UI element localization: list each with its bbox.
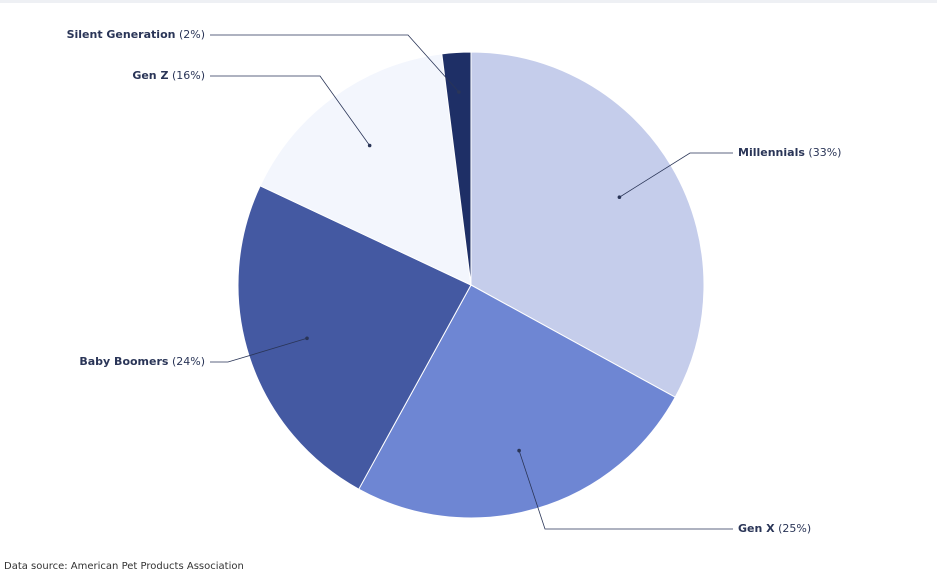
slice-label: Millennials (33%) — [738, 146, 841, 159]
pie-slice — [237, 185, 472, 490]
source-note: Data source: American Pet Products Assoc… — [4, 561, 244, 572]
category-name: Silent Generation — [67, 28, 176, 41]
pie-slice — [259, 53, 472, 286]
leader-line — [518, 450, 733, 530]
leader-dot — [457, 90, 461, 94]
pie-slice — [358, 284, 676, 519]
slice-label: Gen X (25%) — [738, 522, 811, 535]
value-label: (25%) — [778, 522, 811, 535]
pie-slice — [470, 51, 705, 398]
value-label: (2%) — [179, 28, 205, 41]
leader-line — [210, 337, 308, 363]
value-label: (16%) — [172, 69, 205, 82]
leader-line — [619, 152, 733, 198]
leader-line — [210, 34, 460, 93]
category-name: Gen X — [738, 522, 775, 535]
top-border — [0, 0, 937, 3]
leader-dot — [617, 195, 622, 200]
slice-label: Silent Generation (2%) — [67, 28, 205, 41]
leader-dot — [517, 448, 521, 453]
leader-dot — [367, 143, 372, 148]
slice-label: Baby Boomers (24%) — [79, 355, 205, 368]
value-label: (33%) — [808, 146, 841, 159]
slice-label: Gen Z (16%) — [132, 69, 205, 82]
category-name: Baby Boomers — [79, 355, 169, 368]
pie-slice — [441, 51, 472, 286]
leader-line — [210, 75, 370, 146]
leader-dot — [305, 336, 309, 341]
category-name: Millennials — [738, 146, 805, 159]
value-label: (24%) — [172, 355, 205, 368]
category-name: Gen Z — [132, 69, 168, 82]
